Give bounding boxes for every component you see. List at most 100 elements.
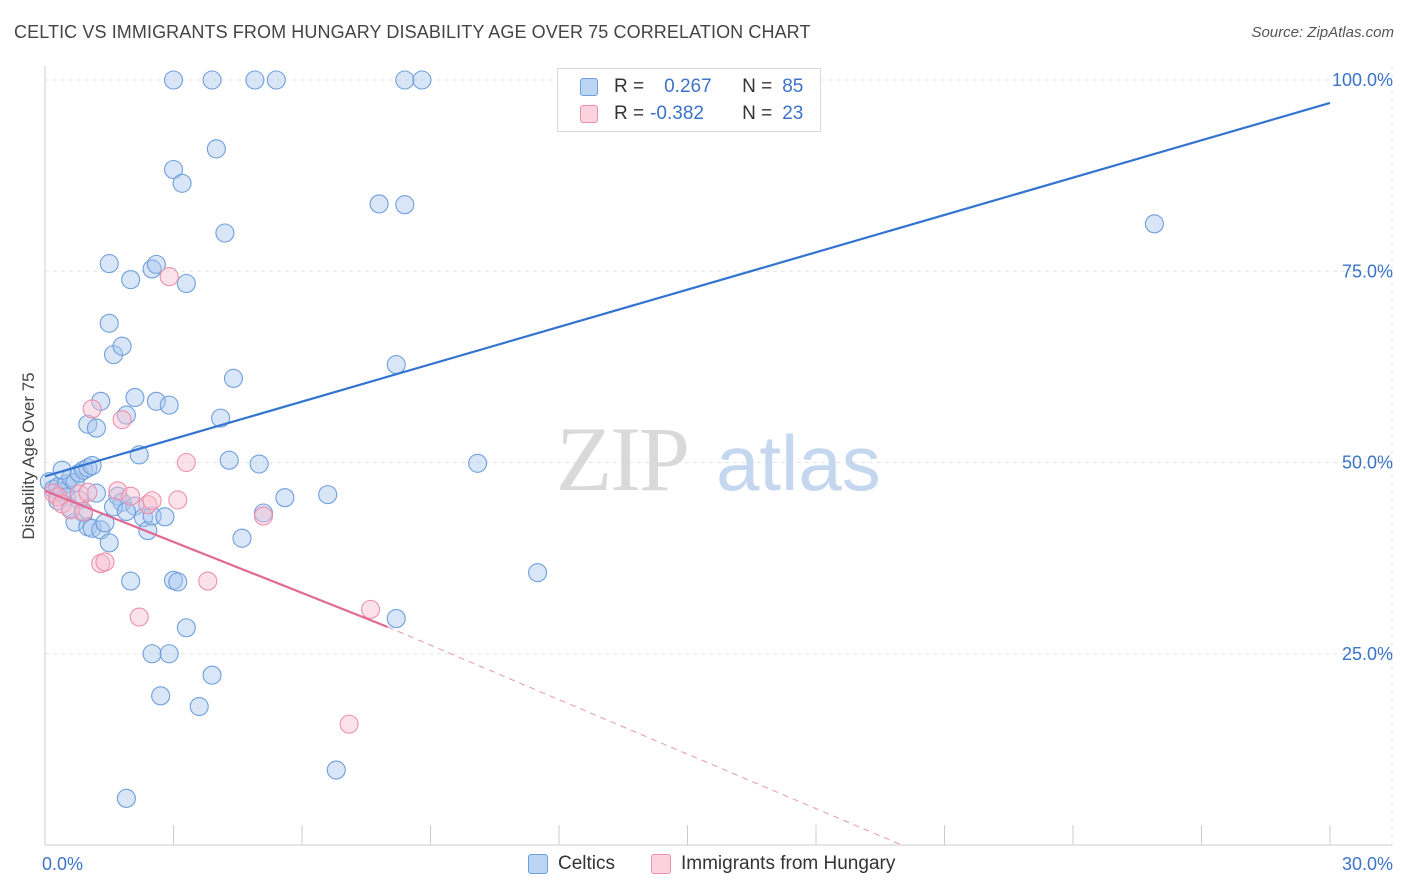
legend-r-label: R = [614, 103, 645, 124]
legend-row-celtics: R = 0.267 N = 85 [580, 74, 803, 100]
legend-n-value: 23 [782, 103, 804, 124]
data-point-celtics [275, 488, 295, 508]
legend-n-value: 85 [782, 76, 804, 97]
data-point-hungary [339, 714, 359, 734]
data-point-celtics [1144, 214, 1164, 234]
data-point-hungary [78, 482, 98, 502]
data-point-celtics [116, 501, 136, 522]
data-point-celtics [386, 355, 406, 375]
data-point-celtics [146, 391, 166, 411]
data-point-celtics [223, 368, 244, 388]
data-point-celtics [386, 609, 406, 629]
data-point-celtics [266, 70, 286, 90]
data-point-celtics [202, 665, 222, 685]
data-point-hungary [108, 481, 128, 501]
bottom-legend-swatch-pink [651, 854, 671, 874]
source-label: Source: ZipAtlas.com [1251, 24, 1394, 41]
y-tick-label: 75.0% [1342, 261, 1393, 281]
watermark: ZIP atlas [556, 408, 881, 510]
bottom-legend-swatch-blue [528, 854, 548, 874]
data-point-celtics [116, 788, 136, 808]
data-point-celtics [82, 456, 102, 476]
data-point-celtics [155, 507, 175, 527]
legend-r-value: 0.267 [664, 76, 712, 97]
bottom-legend-label: Immigrants from Hungary [681, 853, 896, 874]
data-point-celtics [146, 254, 166, 274]
data-point-hungary [112, 410, 132, 430]
y-axis-label: Disability Age Over 75 [19, 372, 38, 539]
x-tick-label-start: 0.0% [42, 854, 83, 874]
data-point-celtics [245, 70, 265, 90]
trend-line-hungary [44, 489, 389, 628]
data-point-celtics [249, 454, 269, 474]
data-point-celtics [369, 194, 389, 214]
data-point-celtics [211, 408, 231, 428]
data-point-hungary [159, 267, 179, 287]
data-point-celtics [528, 563, 548, 583]
axis-layer [44, 66, 1392, 846]
data-point-celtics [151, 686, 171, 706]
y-tick-label: 25.0% [1342, 644, 1393, 664]
legend-r-value: -0.382 [650, 103, 704, 124]
data-point-celtics [395, 195, 415, 215]
legend-box: R = 0.267 N = 85 R = -0.382 N = 23 [557, 68, 821, 132]
legend-swatch-blue [580, 78, 598, 96]
data-point-celtics [103, 497, 124, 517]
tick-labels: 25.0% 50.0% 75.0% 100.0% 0.0% 30.0% [42, 70, 1393, 874]
data-point-celtics [99, 254, 119, 274]
x-tick-label-end: 30.0% [1342, 854, 1393, 874]
data-point-celtics [159, 644, 179, 664]
data-point-hungary [360, 599, 381, 619]
data-point-hungary [142, 491, 162, 511]
bottom-legend-celtics: Celtics [528, 852, 615, 876]
data-point-celtics [202, 70, 222, 90]
y-tick-label: 50.0% [1342, 453, 1393, 473]
y-tick-label: 100.0% [1332, 70, 1393, 90]
data-point-hungary [82, 399, 102, 419]
data-point-celtics [172, 173, 192, 193]
data-point-celtics [189, 696, 209, 717]
data-point-celtics [219, 450, 239, 470]
data-point-celtics [121, 270, 141, 290]
watermark-zip: ZIP [556, 408, 688, 510]
data-point-celtics [215, 223, 235, 243]
watermark-atlas: atlas [716, 419, 881, 507]
grid-layer [45, 66, 1393, 845]
data-point-celtics [142, 644, 162, 664]
legend-r-label: R = [614, 76, 645, 97]
series-celtics-points [39, 70, 1164, 808]
bottom-legend-hungary: Immigrants from Hungary [651, 852, 895, 876]
data-point-celtics [468, 453, 488, 473]
data-point-celtics [99, 533, 119, 553]
data-point-celtics [318, 485, 338, 505]
data-point-celtics [206, 139, 226, 159]
data-point-celtics [112, 336, 132, 356]
trend-layer [44, 101, 1331, 846]
data-point-hungary [129, 607, 149, 627]
data-point-hungary [198, 571, 218, 591]
data-point-celtics [168, 572, 188, 592]
trend-line-celtics [44, 101, 1331, 478]
trend-line-hungary-extension [387, 626, 902, 846]
data-point-hungary [95, 552, 115, 572]
data-point-celtics [159, 395, 179, 415]
legend-swatch-pink [580, 105, 598, 123]
data-point-celtics [412, 70, 432, 90]
data-point-celtics [99, 313, 119, 333]
legend-n-label: N = [742, 76, 773, 97]
data-point-celtics [86, 418, 106, 438]
data-point-hungary [168, 490, 188, 510]
data-point-celtics [176, 273, 196, 294]
data-point-hungary [176, 452, 196, 473]
data-point-celtics [125, 387, 145, 408]
data-point-celtics [176, 618, 196, 638]
bottom-legend-label: Celtics [558, 853, 616, 874]
data-point-hungary [253, 506, 274, 526]
legend-n-label: N = [742, 103, 773, 124]
data-point-celtics [232, 528, 252, 548]
data-point-celtics [163, 70, 184, 90]
data-point-hungary [121, 486, 141, 506]
data-point-celtics [326, 760, 346, 780]
series-hungary-points [44, 267, 381, 734]
